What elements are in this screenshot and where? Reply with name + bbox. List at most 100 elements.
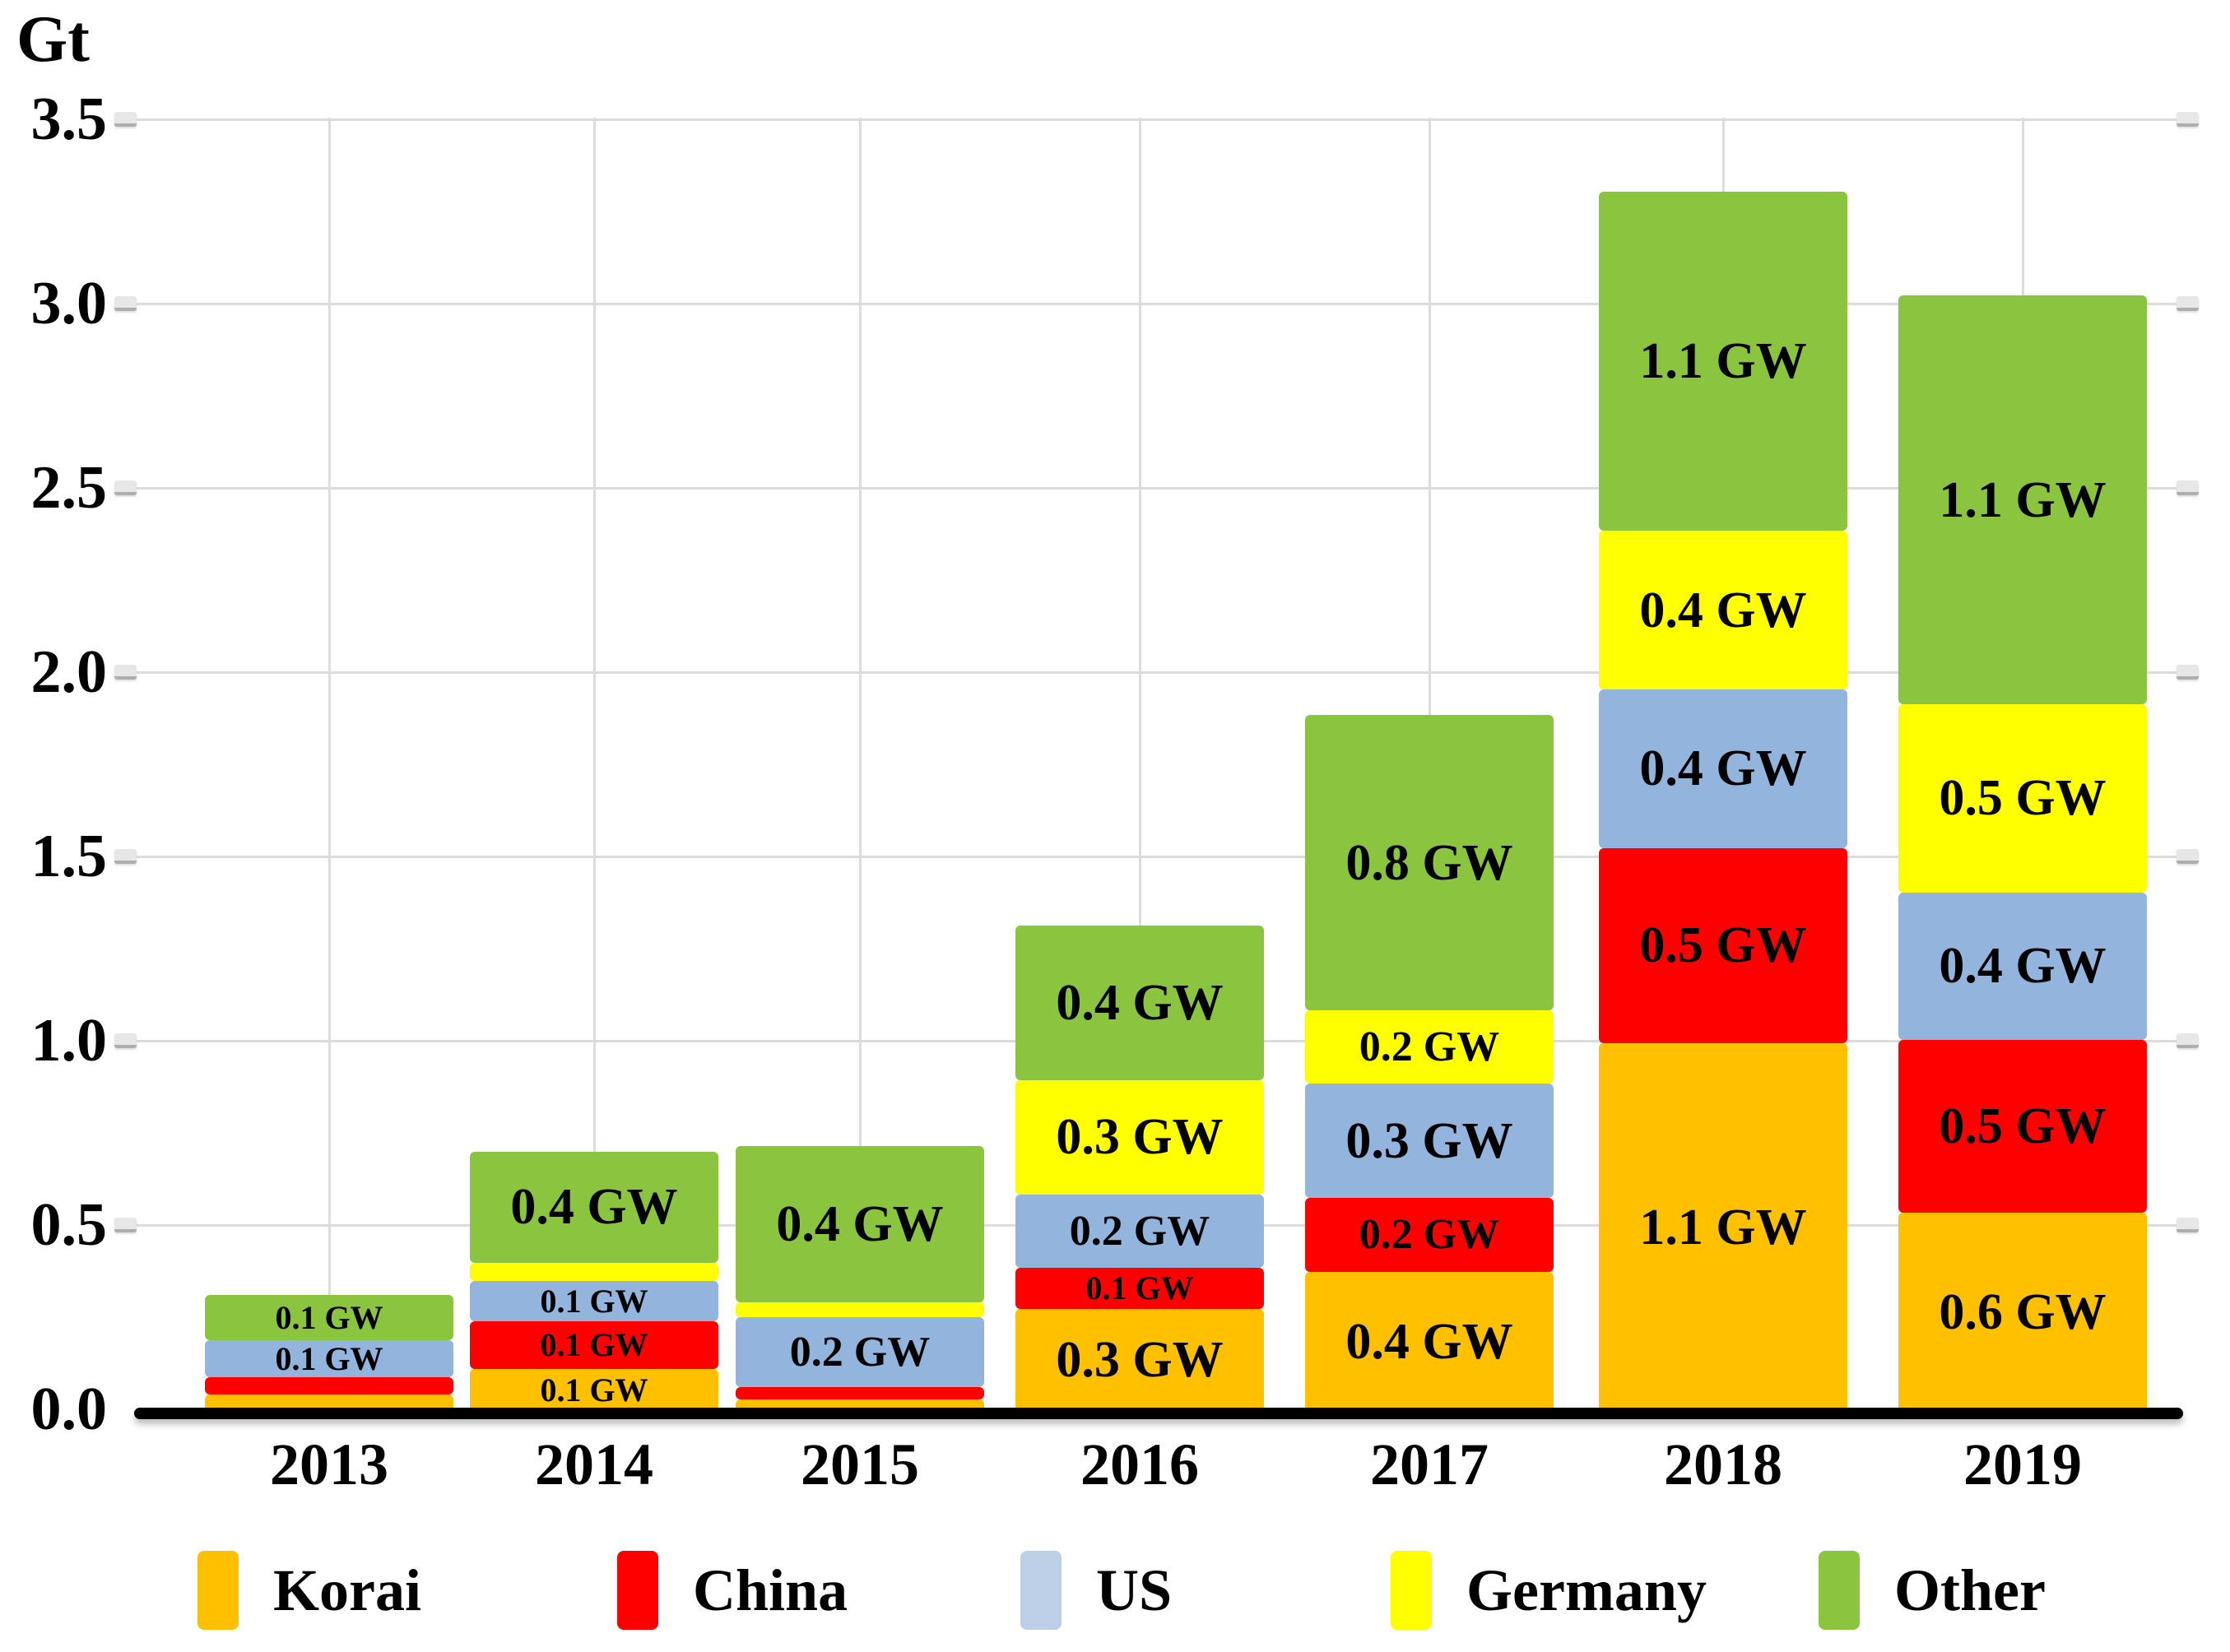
legend-label: Other [1894,1557,2046,1623]
bar-segment-us: 0.4 GW [1599,689,1847,848]
horizontal-gridline [137,671,2179,674]
bar-segment-label: 0.1 GW [540,1282,648,1320]
bar-segment-us: 0.2 GW [1015,1194,1264,1269]
bar-segment-label: 0.2 GW [1359,1023,1500,1070]
y-tick-label: 2.5 [30,454,108,522]
y-tick-label: 2.0 [30,638,108,706]
x-category-label: 2018 [1664,1432,1782,1497]
y-axis-tick-right [2177,665,2199,680]
y-axis-tick-left [114,1218,137,1232]
legend-item-china: China [617,1550,848,1631]
horizontal-gridline [137,118,2179,121]
y-tick-label: 0.0 [30,1376,108,1443]
bar-segment-other: 1.1 GW [1599,192,1847,531]
bar-segment-korai: 1.1 GW [1599,1043,1847,1412]
bar-segment-korai: 0.1 GW [470,1369,718,1412]
legend-label: US [1096,1557,1173,1623]
bar-segment-china: 0.1 GW [1015,1268,1264,1309]
y-tick-label: 3.0 [30,270,108,337]
vertical-gridline [1139,118,1141,1409]
bar-segment-other: 0.4 GW [1015,926,1264,1081]
bar-2015: 0.2 GW 0.4 GW [736,1146,984,1412]
bar-segment-germany [736,1302,984,1318]
y-axis-tick-left [114,849,137,864]
bar-segment-china: 0.5 GW [1599,847,1847,1043]
bar-segment-label: 0.3 GW [1056,1332,1224,1389]
bar-segment-label: 0.1 GW [1085,1269,1194,1306]
bar-segment-germany: 0.4 GW [1599,531,1847,689]
horizontal-gridline [137,487,2179,490]
bar-segment-other: 0.4 GW [736,1146,984,1303]
bar-segment-us: 0.2 GW [736,1317,984,1388]
bar-2014: 0.1 GW 0.1 GW 0.1 GW 0.4 GW [470,1152,718,1412]
bar-segment-label: 0.5 GW [1939,1097,2107,1154]
x-category-label: 2015 [801,1432,919,1497]
y-axis-tick-right [2177,849,2199,864]
y-axis-tick-right [2177,296,2199,311]
bar-segment-korai [205,1394,453,1412]
x-axis-line [134,1408,2183,1419]
vertical-gridline [593,118,596,1409]
bar-2019: 0.6 GW 0.5 GW 0.4 GW 0.5 GW 1.1 GW [1898,295,2147,1412]
legend-item-other: Other [1819,1550,2046,1631]
y-axis-tick-left [114,296,137,311]
x-category-label: 2013 [270,1432,388,1497]
bar-segment-label: 0.4 GW [1939,938,2107,995]
bar-segment-label: 0.3 GW [1056,1109,1224,1166]
bar-segment-korai: 0.3 GW [1015,1308,1264,1412]
bar-segment-label: 0.4 GW [510,1179,678,1236]
bar-segment-label: 0.1 GW [540,1371,648,1409]
x-category-label: 2017 [1370,1432,1489,1497]
y-tick-label: 0.5 [30,1191,108,1259]
y-tick-label: 1.5 [30,823,108,890]
y-axis-tick-left [114,1033,137,1048]
bar-segment-label: 0.1 GW [540,1326,648,1364]
y-tick-label: 1.0 [30,1007,108,1074]
bar-segment-other: 1.1 GW [1898,295,2147,705]
bar-segment-label: 0.5 GW [1639,917,1807,974]
bar-segment-china: 0.2 GW [1305,1198,1554,1272]
y-axis-tick-left [114,480,137,495]
legend-item-germany: Germany [1391,1550,1707,1631]
y-axis-tick-left [114,112,137,127]
bar-segment-germany: 0.2 GW [1305,1009,1554,1084]
y-tick-label: 3.5 [30,86,108,153]
bar-segment-germany: 0.5 GW [1898,704,2147,893]
legend-swatch [1819,1551,1860,1630]
y-axis-tick-right [2177,480,2199,495]
bar-segment-label: 0.5 GW [1939,770,2107,827]
legend-label: China [693,1557,848,1623]
bar-segment-label: 0.3 GW [1345,1112,1513,1169]
bar-segment-label: 1.1 GW [1639,333,1807,390]
bar-segment-germany [470,1262,718,1281]
bar-segment-label: 1.1 GW [1939,471,2107,528]
legend-item-us: US [1020,1550,1172,1631]
bar-segment-label: 0.4 GW [776,1196,944,1253]
bar-2018: 1.1 GW 0.5 GW 0.4 GW 0.4 GW 1.1 GW [1599,192,1847,1412]
bar-segment-korai: 0.6 GW [1898,1213,2147,1412]
bar-segment-label: 0.4 GW [1345,1313,1513,1370]
horizontal-gridline [137,856,2179,858]
bar-segment-china [205,1377,453,1395]
bar-segment-china [736,1387,984,1400]
horizontal-gridline [137,303,2179,305]
bar-segment-label: 0.1 GW [275,1298,383,1336]
legend-swatch [1391,1551,1432,1630]
bar-segment-korai: 0.4 GW [1305,1271,1554,1412]
bar-segment-us: 0.4 GW [1898,892,2147,1040]
vertical-gridline [328,118,331,1409]
x-category-label: 2016 [1080,1432,1199,1497]
bar-segment-label: 0.4 GW [1056,975,1224,1032]
bar-segment-us: 0.1 GW [470,1280,718,1322]
legend-item-korai: Korai [197,1550,421,1631]
y-axis-tick-right [2177,112,2199,127]
y-axis-tick-right [2177,1218,2199,1232]
bar-segment-label: 0.6 GW [1939,1284,2107,1341]
legend-label: Germany [1466,1557,1707,1623]
legend-swatch [197,1551,239,1630]
bar-segment-germany: 0.3 GW [1015,1080,1264,1195]
